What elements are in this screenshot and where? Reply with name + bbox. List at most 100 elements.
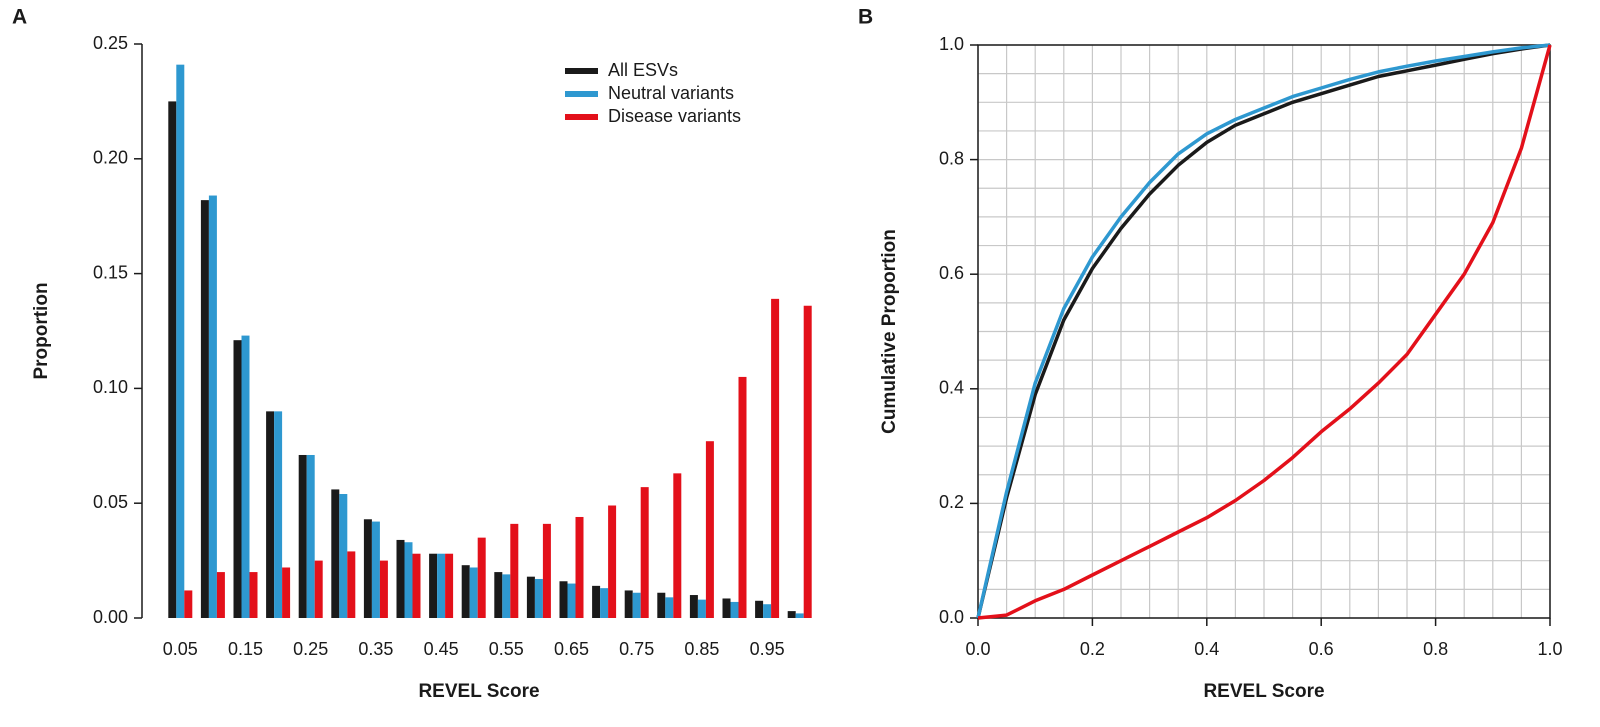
- bar: [200, 200, 209, 619]
- bar: [771, 298, 780, 618]
- bar: [542, 523, 551, 618]
- bar: [339, 494, 348, 618]
- y-axis-title: Cumulative Proportion: [879, 229, 900, 434]
- panel-label: A: [12, 6, 27, 29]
- bar: [461, 565, 470, 618]
- bar: [640, 487, 649, 618]
- x-tick-label: 0.35: [358, 639, 393, 659]
- x-tick-label: 0.15: [228, 639, 263, 659]
- x-tick-label: 0.2: [1080, 639, 1105, 659]
- bar: [608, 505, 617, 618]
- bar: [600, 588, 609, 618]
- x-tick-label: 0.4: [1194, 639, 1219, 659]
- y-tick-label: 1.0: [939, 34, 964, 54]
- x-tick-label: 0.85: [684, 639, 719, 659]
- bar: [722, 598, 731, 618]
- bar: [314, 560, 323, 618]
- line: [976, 43, 1551, 619]
- bar: [445, 553, 454, 618]
- bar: [412, 553, 421, 618]
- bar: [534, 578, 543, 618]
- x-axis-title: REVEL Score: [1203, 681, 1324, 702]
- x-tick-label: 0.6: [1309, 639, 1334, 659]
- x-tick-label: 0.25: [293, 639, 328, 659]
- bar: [347, 551, 356, 618]
- bar: [689, 595, 698, 618]
- x-tick-label: 0.8: [1423, 639, 1448, 659]
- x-axis-title: REVEL Score: [418, 681, 539, 702]
- bar: [469, 567, 478, 618]
- bar: [233, 340, 242, 618]
- bar: [477, 537, 486, 618]
- bar: [176, 64, 185, 618]
- bar: [738, 376, 747, 618]
- y-tick-label: 0.6: [939, 263, 964, 283]
- bar: [624, 590, 633, 618]
- bar: [575, 516, 584, 618]
- bar: [510, 523, 519, 618]
- x-tick-label: 0.95: [750, 639, 785, 659]
- y-tick-label: 0.00: [93, 607, 128, 627]
- y-tick-label: 0.8: [939, 148, 964, 168]
- bar: [730, 601, 739, 618]
- y-tick-label: 0.25: [93, 33, 128, 53]
- bar: [763, 604, 772, 618]
- plot-frame: [977, 44, 1551, 619]
- x-tick-label: 0.65: [554, 639, 589, 659]
- bar: [526, 576, 535, 618]
- panel-label: B: [858, 6, 873, 29]
- bar: [306, 454, 315, 618]
- legend-label: All ESVs: [608, 60, 678, 80]
- bar: [184, 590, 193, 618]
- bar: [396, 539, 405, 618]
- bar: [379, 560, 388, 618]
- bar: [429, 553, 438, 618]
- x-tick-label: 0.45: [424, 639, 459, 659]
- y-tick-label: 0.10: [93, 377, 128, 397]
- x-tick-label: 1.0: [1537, 639, 1562, 659]
- x-tick-label: 0.55: [489, 639, 524, 659]
- bar: [274, 411, 283, 618]
- bar: [266, 411, 275, 618]
- bar: [657, 592, 666, 618]
- bar: [755, 600, 764, 618]
- bar: [363, 519, 372, 618]
- legend-label: Neutral variants: [608, 83, 734, 103]
- bar: [168, 101, 177, 618]
- bar: [665, 597, 674, 618]
- bar: [795, 613, 804, 618]
- bar: [404, 542, 413, 618]
- legend-label: Disease variants: [608, 106, 741, 126]
- bar: [632, 592, 641, 618]
- y-axis-title: Proportion: [31, 282, 52, 379]
- y-tick-label: 0.0: [939, 607, 964, 627]
- bar: [437, 553, 446, 618]
- bar: [502, 574, 511, 618]
- x-tick-label: 0.05: [163, 639, 198, 659]
- bar: [559, 581, 568, 618]
- bar: [673, 473, 682, 618]
- bar: [249, 572, 258, 618]
- x-tick-label: 0.0: [965, 639, 990, 659]
- line: [976, 43, 1551, 619]
- y-tick-label: 0.05: [93, 492, 128, 512]
- bar: [282, 567, 291, 618]
- bar: [567, 583, 576, 618]
- bar: [592, 585, 601, 618]
- bar: [803, 305, 812, 618]
- bar: [787, 611, 796, 618]
- y-tick-label: 0.4: [939, 378, 964, 398]
- bar: [371, 521, 380, 618]
- y-tick-label: 0.15: [93, 262, 128, 282]
- bar: [241, 335, 250, 618]
- x-tick-label: 0.75: [619, 639, 654, 659]
- bar: [494, 572, 503, 618]
- bar: [705, 441, 714, 618]
- bar: [331, 489, 340, 618]
- bar: [208, 195, 217, 618]
- line: [977, 44, 1552, 620]
- bar: [216, 572, 225, 618]
- y-tick-label: 0.20: [93, 148, 128, 168]
- bar: [697, 599, 706, 618]
